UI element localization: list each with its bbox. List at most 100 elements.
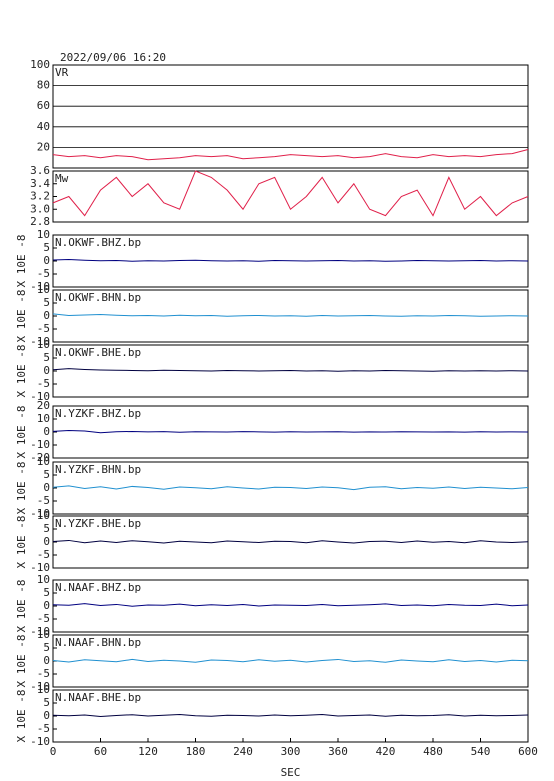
y-tick-label: -5 <box>37 667 50 680</box>
x-tick-label: 240 <box>233 745 253 758</box>
y-tick-label: 10 <box>37 412 50 425</box>
x-tick-label: 600 <box>518 745 538 758</box>
x-tick-label: 180 <box>186 745 206 758</box>
y-tick-label: 5 <box>43 296 50 309</box>
y-axis-label: X 10E -8 <box>15 516 28 569</box>
y-axis-label: X 10E -8 <box>15 290 28 343</box>
x-tick-label: 420 <box>376 745 396 758</box>
y-tick-label: 0 <box>43 599 50 612</box>
trace-label: N.OKWF.BHN.bp <box>55 291 141 304</box>
trace-label: N.OKWF.BHZ.bp <box>55 236 141 249</box>
y-tick-label: -10 <box>30 280 50 293</box>
y-tick-label: 10 <box>37 338 50 351</box>
y-axis-label: X 10E -8 <box>15 235 28 288</box>
y-tick-label: 5 <box>43 351 50 364</box>
y-tick-label: 3.2 <box>30 190 50 203</box>
y-tick-label: 5 <box>43 468 50 481</box>
x-tick-label: 360 <box>328 745 348 758</box>
y-tick-label: 10 <box>37 455 50 468</box>
y-tick-label: -10 <box>30 335 50 348</box>
y-tick-label: 10 <box>37 573 50 586</box>
trace-line <box>52 713 529 718</box>
trace-label: N.NAAF.BHZ.bp <box>55 581 141 594</box>
y-tick-label: -10 <box>30 390 50 403</box>
y-tick-label: -10 <box>30 735 50 748</box>
y-axis-label: X 10E -8 <box>15 580 28 633</box>
y-tick-label: -5 <box>37 267 50 280</box>
trace-line <box>52 148 529 161</box>
y-tick-label: 0 <box>43 654 50 667</box>
y-tick-label: 3.4 <box>30 177 50 190</box>
y-tick-label: 0 <box>43 709 50 722</box>
x-tick-label: 0 <box>50 745 57 758</box>
trace-line <box>52 258 529 262</box>
trace-line <box>52 658 529 663</box>
y-tick-label: 0 <box>43 309 50 322</box>
y-tick-label: 100 <box>30 58 50 71</box>
chart-title: 2022/09/06 16:20 <box>60 51 166 64</box>
y-tick-label: -10 <box>30 438 50 451</box>
y-tick-label: 5 <box>43 522 50 535</box>
y-tick-label: 3.6 <box>30 164 50 177</box>
y-tick-label: 10 <box>37 628 50 641</box>
trace-line <box>52 539 529 544</box>
trace-line <box>52 368 529 372</box>
trace-label: N.NAAF.BHE.bp <box>55 691 141 704</box>
y-tick-label: 0 <box>43 254 50 267</box>
trace-label: N.OKWF.BHE.bp <box>55 346 141 359</box>
trace-line <box>52 603 529 607</box>
x-tick-label: 540 <box>471 745 491 758</box>
trace-line <box>52 170 529 217</box>
y-tick-label: 3.0 <box>30 202 50 215</box>
y-tick-label: 5 <box>43 696 50 709</box>
y-tick-label: -20 <box>30 451 50 464</box>
y-tick-label: 10 <box>37 509 50 522</box>
y-tick-label: 0 <box>43 364 50 377</box>
y-axis-label: X 10E -8 <box>15 406 28 459</box>
trace-line <box>52 313 529 317</box>
y-tick-label: -5 <box>37 722 50 735</box>
trace-label: N.YZKF.BHN.bp <box>55 463 141 476</box>
trace-label: N.NAAF.BHN.bp <box>55 636 141 649</box>
trace-line <box>52 429 529 434</box>
y-tick-label: 0 <box>43 425 50 438</box>
y-tick-label: 20 <box>37 140 50 153</box>
y-tick-label: 80 <box>37 79 50 92</box>
y-axis-label: X 10E -8 <box>15 690 28 743</box>
x-tick-label: 480 <box>423 745 443 758</box>
y-tick-label: 0 <box>43 481 50 494</box>
y-tick-label: -10 <box>30 625 50 638</box>
trace-label: N.YZKF.BHE.bp <box>55 517 141 530</box>
y-tick-label: 10 <box>37 283 50 296</box>
trace-label: Mw <box>55 172 69 185</box>
y-tick-label: -5 <box>37 548 50 561</box>
y-tick-label: 0 <box>43 535 50 548</box>
y-tick-label: 10 <box>37 228 50 241</box>
y-tick-label: -5 <box>37 377 50 390</box>
trace-line <box>52 485 529 491</box>
y-axis-label: X 10E -8 <box>15 345 28 398</box>
y-tick-label: 5 <box>43 241 50 254</box>
x-tick-label: 120 <box>138 745 158 758</box>
y-tick-label: 10 <box>37 683 50 696</box>
plot-frame <box>52 64 529 169</box>
x-tick-label: 60 <box>94 745 107 758</box>
y-tick-label: 40 <box>37 120 50 133</box>
trace-label: N.YZKF.BHZ.bp <box>55 407 141 420</box>
y-tick-label: -5 <box>37 322 50 335</box>
y-tick-label: 60 <box>37 99 50 112</box>
y-tick-label: -10 <box>30 561 50 574</box>
y-tick-label: -5 <box>37 494 50 507</box>
y-tick-label: 5 <box>43 641 50 654</box>
plot-frame <box>52 170 529 223</box>
y-axis-label: X 10E -8 <box>15 462 28 515</box>
y-tick-label: -10 <box>30 507 50 520</box>
x-tick-label: 300 <box>281 745 301 758</box>
x-axis-label: SEC <box>281 766 301 779</box>
y-axis-label: X 10E -8 <box>15 635 28 688</box>
y-tick-label: -10 <box>30 680 50 693</box>
trace-label: VR <box>55 66 69 79</box>
y-tick-label: -5 <box>37 612 50 625</box>
y-tick-label: 2.8 <box>30 215 50 228</box>
